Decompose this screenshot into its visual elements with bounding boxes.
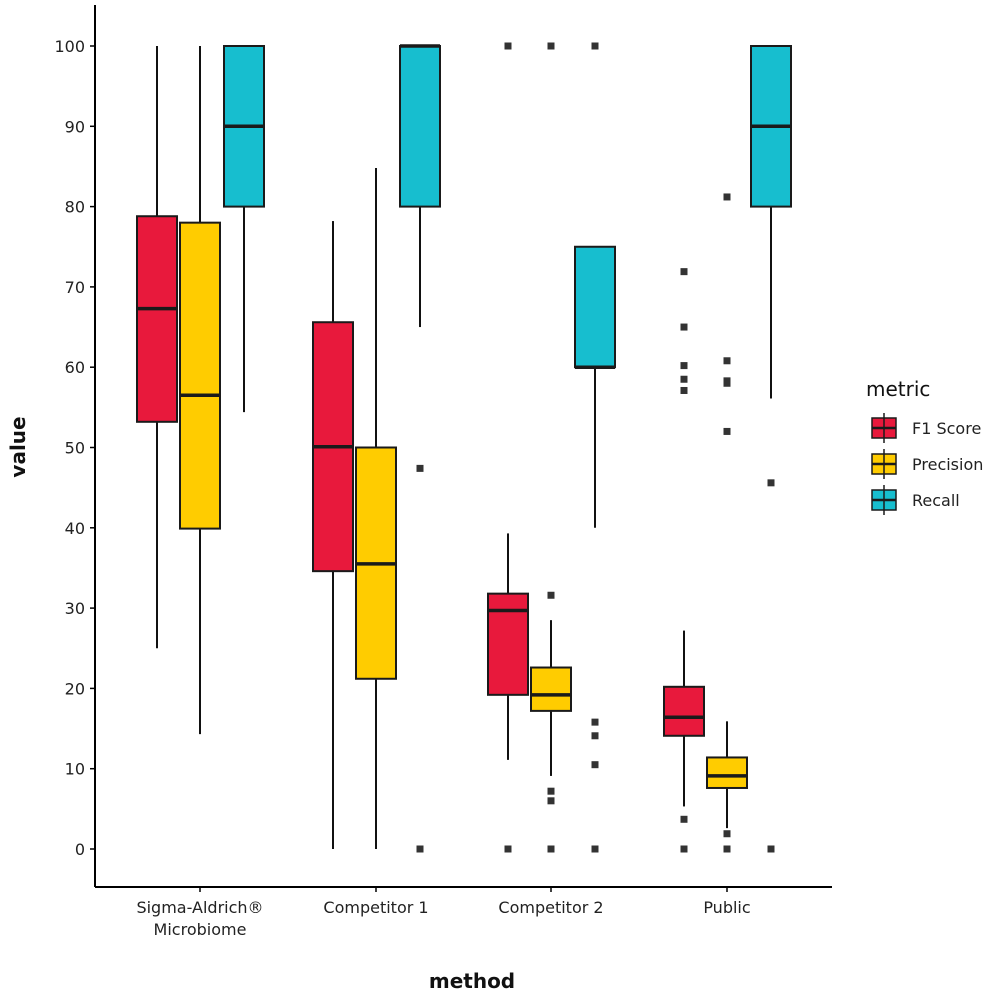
outlier-point — [591, 42, 599, 50]
outlier-point — [680, 323, 688, 331]
outlier-point — [504, 42, 512, 50]
outlier-point — [547, 591, 555, 599]
box-recall — [574, 245, 616, 369]
x-tick-label: Public — [703, 898, 750, 917]
outlier-point — [547, 42, 555, 50]
outlier-point — [723, 845, 731, 853]
y-tick-label: 0 — [75, 840, 85, 859]
outlier-point — [547, 845, 555, 853]
outlier-point — [723, 379, 731, 387]
y-tick-label: 80 — [65, 198, 85, 217]
outlier-point — [547, 797, 555, 805]
legend-label: Precision — [912, 455, 983, 474]
outlier-point — [416, 845, 424, 853]
outlier-point — [767, 845, 775, 853]
y-tick-label: 10 — [65, 760, 85, 779]
outlier-point — [680, 386, 688, 394]
y-tick-label: 30 — [65, 599, 85, 618]
outlier-point — [547, 787, 555, 795]
outlier-point — [680, 845, 688, 853]
box-f1-score — [663, 685, 705, 737]
outlier-point — [680, 375, 688, 383]
box-precision — [179, 221, 221, 530]
outlier-point — [591, 718, 599, 726]
x-tick-label: Competitor 1 — [323, 898, 428, 917]
y-tick-label: 20 — [65, 679, 85, 698]
outlier-point — [680, 815, 688, 823]
outlier-point — [416, 464, 424, 472]
box-recall — [399, 45, 441, 208]
y-tick-label: 60 — [65, 358, 85, 377]
legend-label: F1 Score — [912, 419, 981, 438]
outlier-point — [504, 845, 512, 853]
y-tick-label: 100 — [54, 37, 85, 56]
legend-title: metric — [866, 377, 930, 401]
x-axis-title: method — [429, 969, 515, 993]
outlier-point — [680, 362, 688, 370]
y-tick-label: 70 — [65, 278, 85, 297]
x-tick-label: Competitor 2 — [498, 898, 603, 917]
outlier-point — [591, 845, 599, 853]
outlier-point — [591, 732, 599, 740]
y-tick-label: 90 — [65, 117, 85, 136]
box-precision — [706, 756, 748, 789]
y-tick-label: 40 — [65, 519, 85, 538]
legend-label: Recall — [912, 491, 960, 510]
x-tick-label: Sigma-Aldrich® — [136, 898, 263, 917]
y-tick-label: 50 — [65, 439, 85, 458]
outlier-point — [723, 830, 731, 838]
outlier-point — [723, 357, 731, 365]
x-tick-label: Microbiome — [154, 920, 247, 939]
outlier-point — [723, 427, 731, 435]
y-axis-title: value — [6, 416, 30, 477]
box-precision — [530, 666, 572, 712]
box-f1-score — [136, 215, 178, 423]
outlier-point — [591, 761, 599, 769]
outlier-point — [767, 479, 775, 487]
outlier-point — [723, 193, 731, 201]
outlier-point — [680, 268, 688, 276]
